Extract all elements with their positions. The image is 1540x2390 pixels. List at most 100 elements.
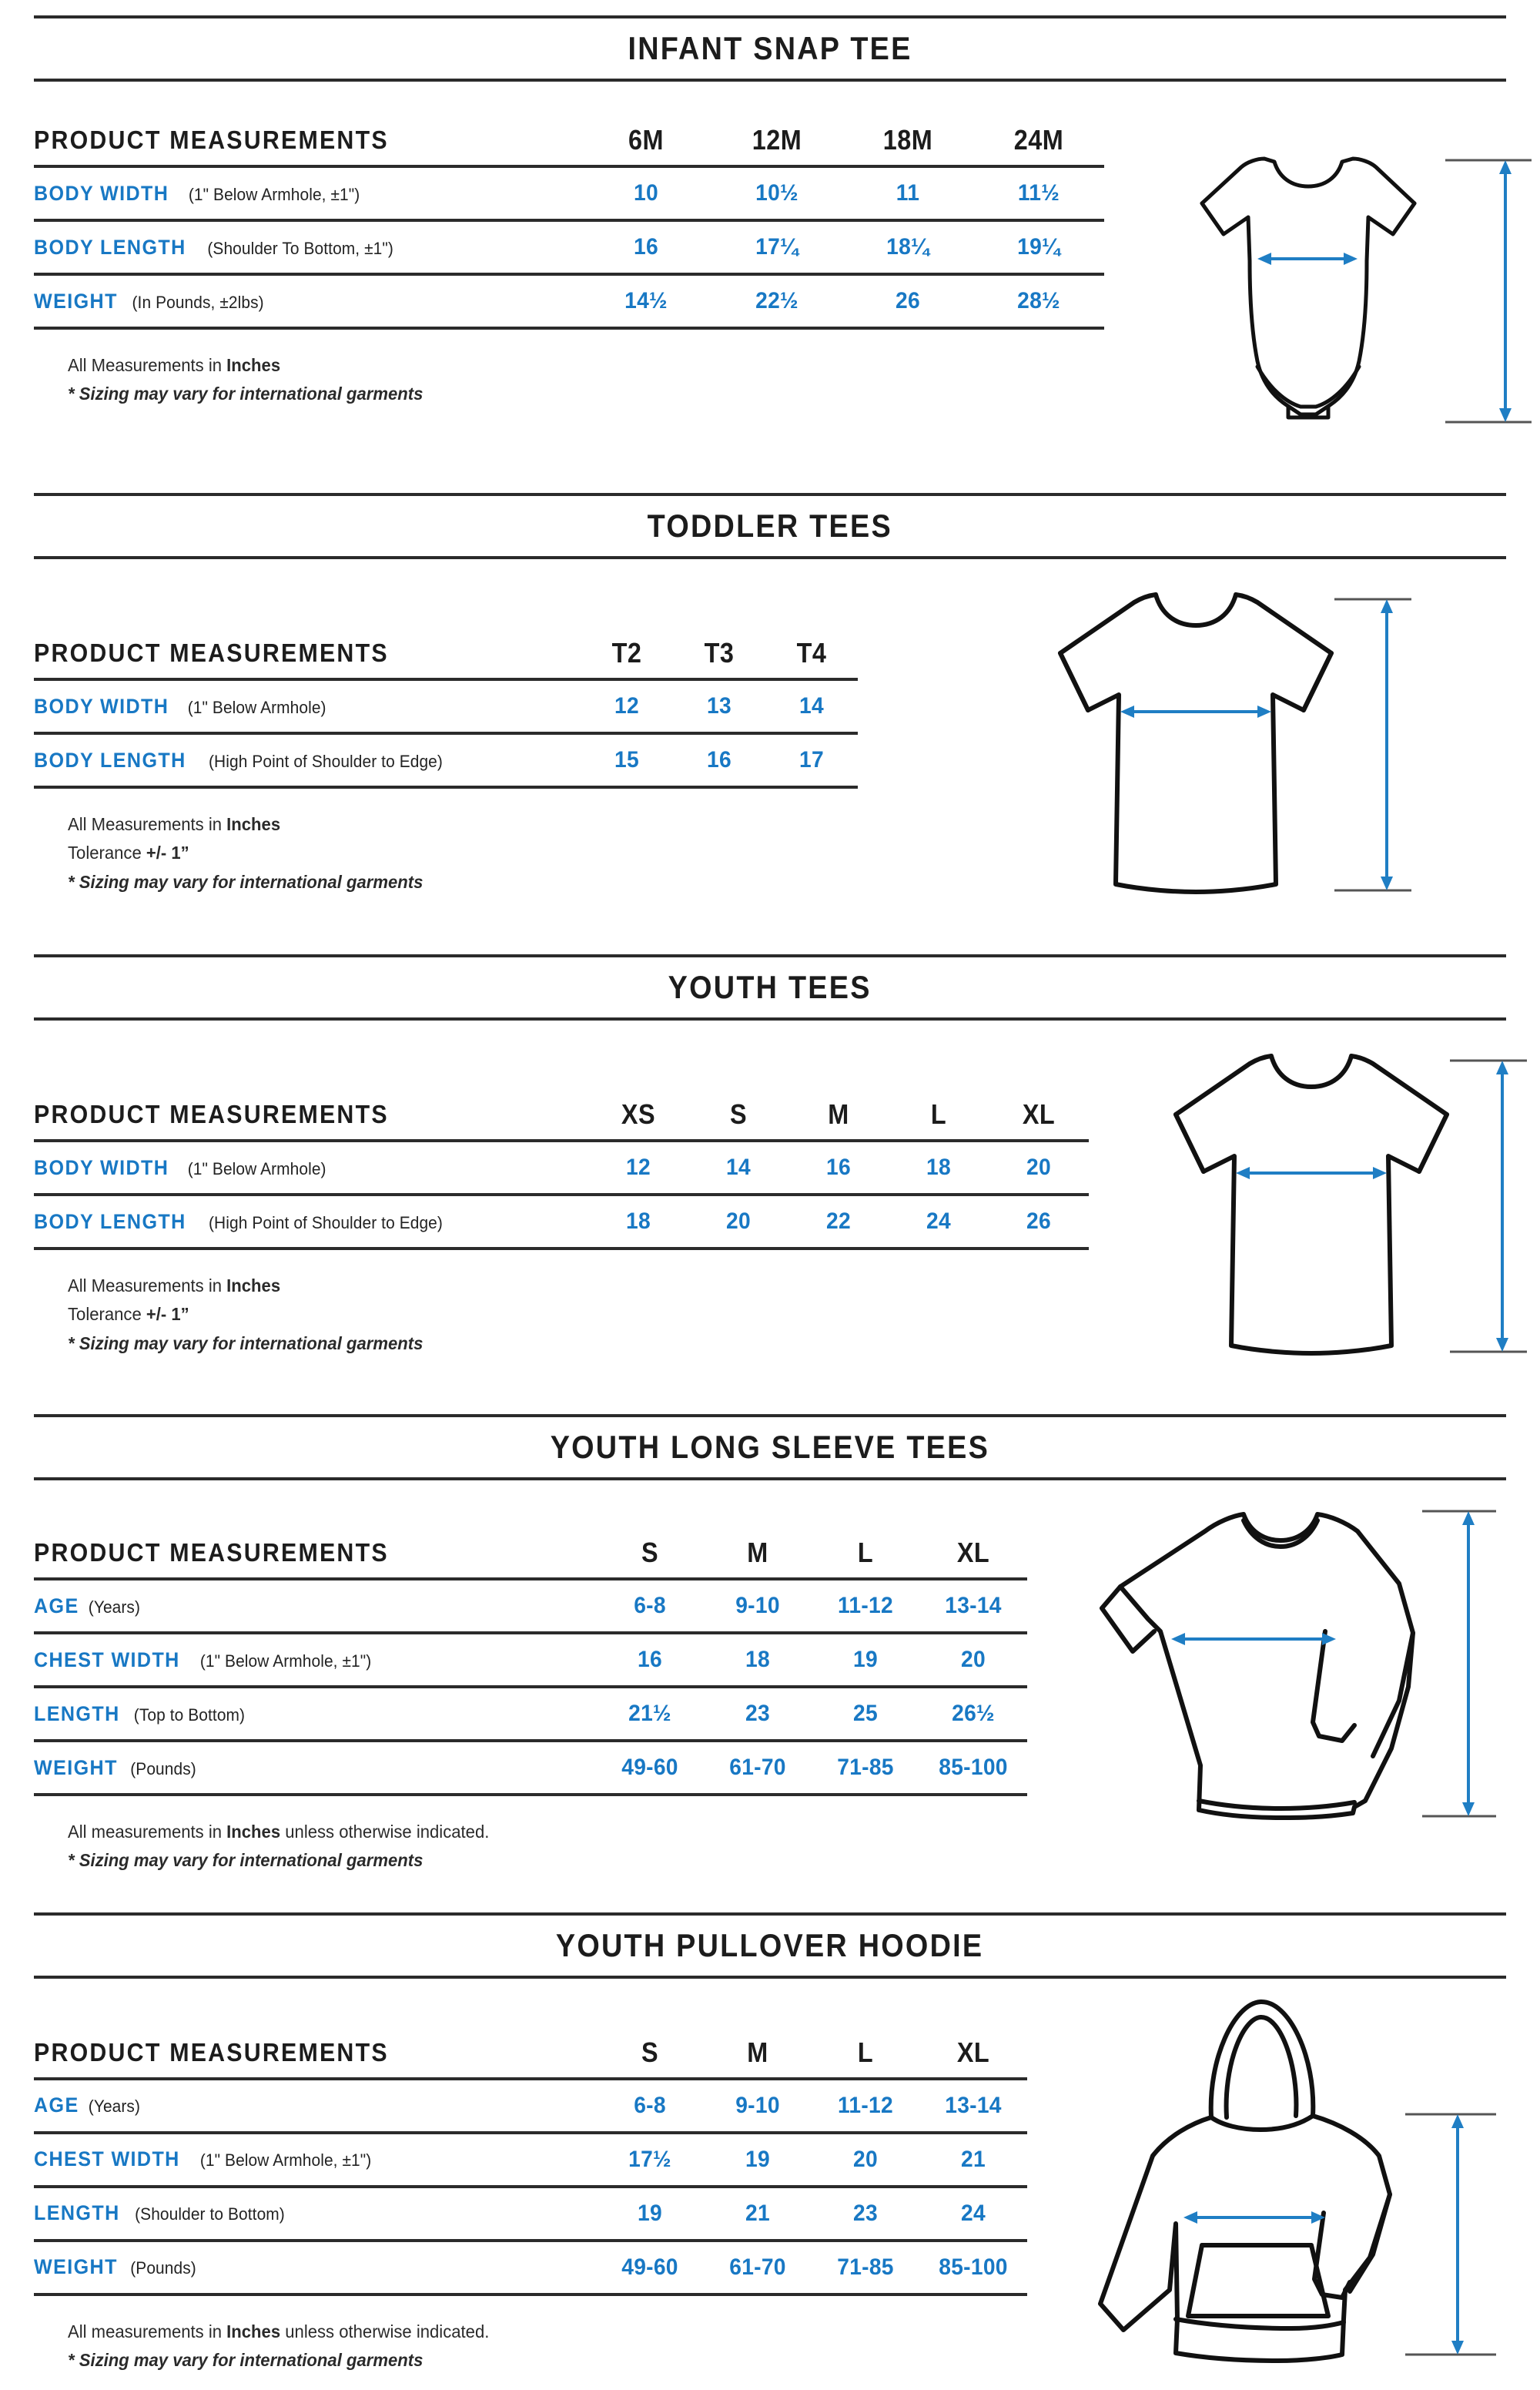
cell-body-length-l: 24 [892,1195,986,1249]
cell-length-l: 25 [815,1687,916,1741]
footnote-line: All measurements in Inches unless otherw… [68,2318,989,2346]
product-measurements-header: PRODUCT MEASUREMENTS [34,1090,544,1141]
row-label-note: (Top to Bottom) [134,1705,245,1725]
footnote-pre: * Sizing may vary for international garm… [68,1850,423,1870]
cell-body-width-6m: 10 [584,166,708,220]
figure-column [858,559,1540,923]
footnote-pre: * Sizing may vary for international garm… [68,384,423,404]
row-label-weight: WEIGHT(In Pounds, ±2lbs) [34,274,581,328]
footnotes-youth-pullover-hoodie: All measurements in Inches unless otherw… [34,2296,1027,2383]
width-arrow [1257,253,1358,265]
footnote-pre: All Measurements in [68,814,226,834]
footnote-line: * Sizing may vary for international garm… [68,1329,1048,1358]
cell-body-width-m: 16 [792,1141,886,1195]
footnote-pre: * Sizing may vary for international garm… [68,872,423,892]
cell-chest-width-l: 19 [815,1633,916,1687]
row-label-note: (1" Below Armhole, ±1") [200,1651,371,1671]
footnote-line: * Sizing may vary for international garm… [68,1846,989,1875]
cell-body-width-l: 18 [892,1141,986,1195]
cell-body-length-xs: 18 [591,1195,685,1249]
size-header-12m: 12M [718,116,836,166]
cell-body-width-18m: 11 [846,166,969,220]
cell-length-xl: 24 [922,2187,1024,2241]
hoodie-illustration [1068,1993,1499,2378]
cell-body-width-t2: 12 [584,679,671,733]
footnote-line: Tolerance +/- 1” [68,839,826,867]
footnotes-infant-snap-tee: All Measurements in Inches* Sizing may v… [34,330,1104,417]
section-title-band: YOUTH LONG SLEEVE TEES [0,1417,1540,1477]
cell-body-length-12m: 17¼ [715,220,839,274]
size-header-s: S [601,2028,698,2079]
row-label-note: (High Point of Shoulder to Edge) [209,752,443,772]
size-header-s: S [694,1090,784,1141]
section-title: YOUTH LONG SLEEVE TEES [551,1429,989,1466]
cell-weight-m: 61-70 [707,2241,808,2294]
cell-age-xl: 13-14 [922,2079,1024,2133]
cell-body-length-xl: 26 [992,1195,1086,1249]
row-label-weight: WEIGHT(Pounds) [34,2241,596,2294]
length-arrow [1496,1061,1508,1352]
row-label-body-width: BODY WIDTH(1" Below Armhole, ±1") [34,166,581,220]
size-header-xl: XL [925,2028,1022,2079]
cell-chest-width-l: 20 [815,2133,916,2187]
cell-weight-l: 71-85 [815,1741,916,1795]
width-arrow [1120,706,1271,718]
footnote-pre: * Sizing may vary for international garm… [68,1333,423,1353]
row-label-body-width: BODY WIDTH(1" Below Armhole) [34,1141,588,1195]
footnote-pre: * Sizing may vary for international garm… [68,2350,423,2370]
cell-body-width-t3: 13 [676,679,763,733]
footnote-post: unless otherwise indicated. [280,2321,489,2341]
cell-length-s: 19 [599,2187,701,2241]
cell-chest-width-s: 17½ [599,2133,701,2187]
cell-chest-width-m: 19 [707,2133,808,2187]
row-label-name: BODY LENGTH [34,1210,186,1234]
size-header-l: L [894,1090,984,1141]
row-label-age: AGE(Years) [34,2079,596,2133]
footnote-emphasis: Inches [226,355,280,375]
cell-weight-xl: 85-100 [922,2241,1024,2294]
figure-column [1104,82,1540,458]
section-title: INFANT SNAP TEE [628,30,912,67]
cell-chest-width-xl: 20 [922,1633,1024,1687]
footnote-pre: Tolerance [68,843,146,863]
product-measurements-header: PRODUCT MEASUREMENTS [34,116,537,166]
cell-body-length-18m: 18¼ [846,220,969,274]
length-arrow [1462,1511,1475,1816]
footnote-emphasis: Inches [226,1275,280,1296]
cell-body-width-xs: 12 [591,1141,685,1195]
footnote-post: unless otherwise indicated. [280,1822,489,1842]
footnote-line: * Sizing may vary for international garm… [68,2346,989,2375]
cell-body-width-xl: 20 [992,1141,1086,1195]
product-measurements-header: PRODUCT MEASUREMENTS [34,1528,551,1579]
size-header-18m: 18M [849,116,967,166]
row-label-name: BODY WIDTH [34,182,169,206]
size-header-24m: 24M [980,116,1098,166]
footnote-line: All Measurements in Inches [68,1272,1048,1300]
row-label-body-length: BODY LENGTH(Shoulder To Bottom, ±1") [34,220,581,274]
footnote-emphasis: Inches [226,2321,280,2341]
section-title-band: YOUTH TEES [0,957,1540,1017]
footnote-emphasis: +/- 1” [146,843,189,863]
